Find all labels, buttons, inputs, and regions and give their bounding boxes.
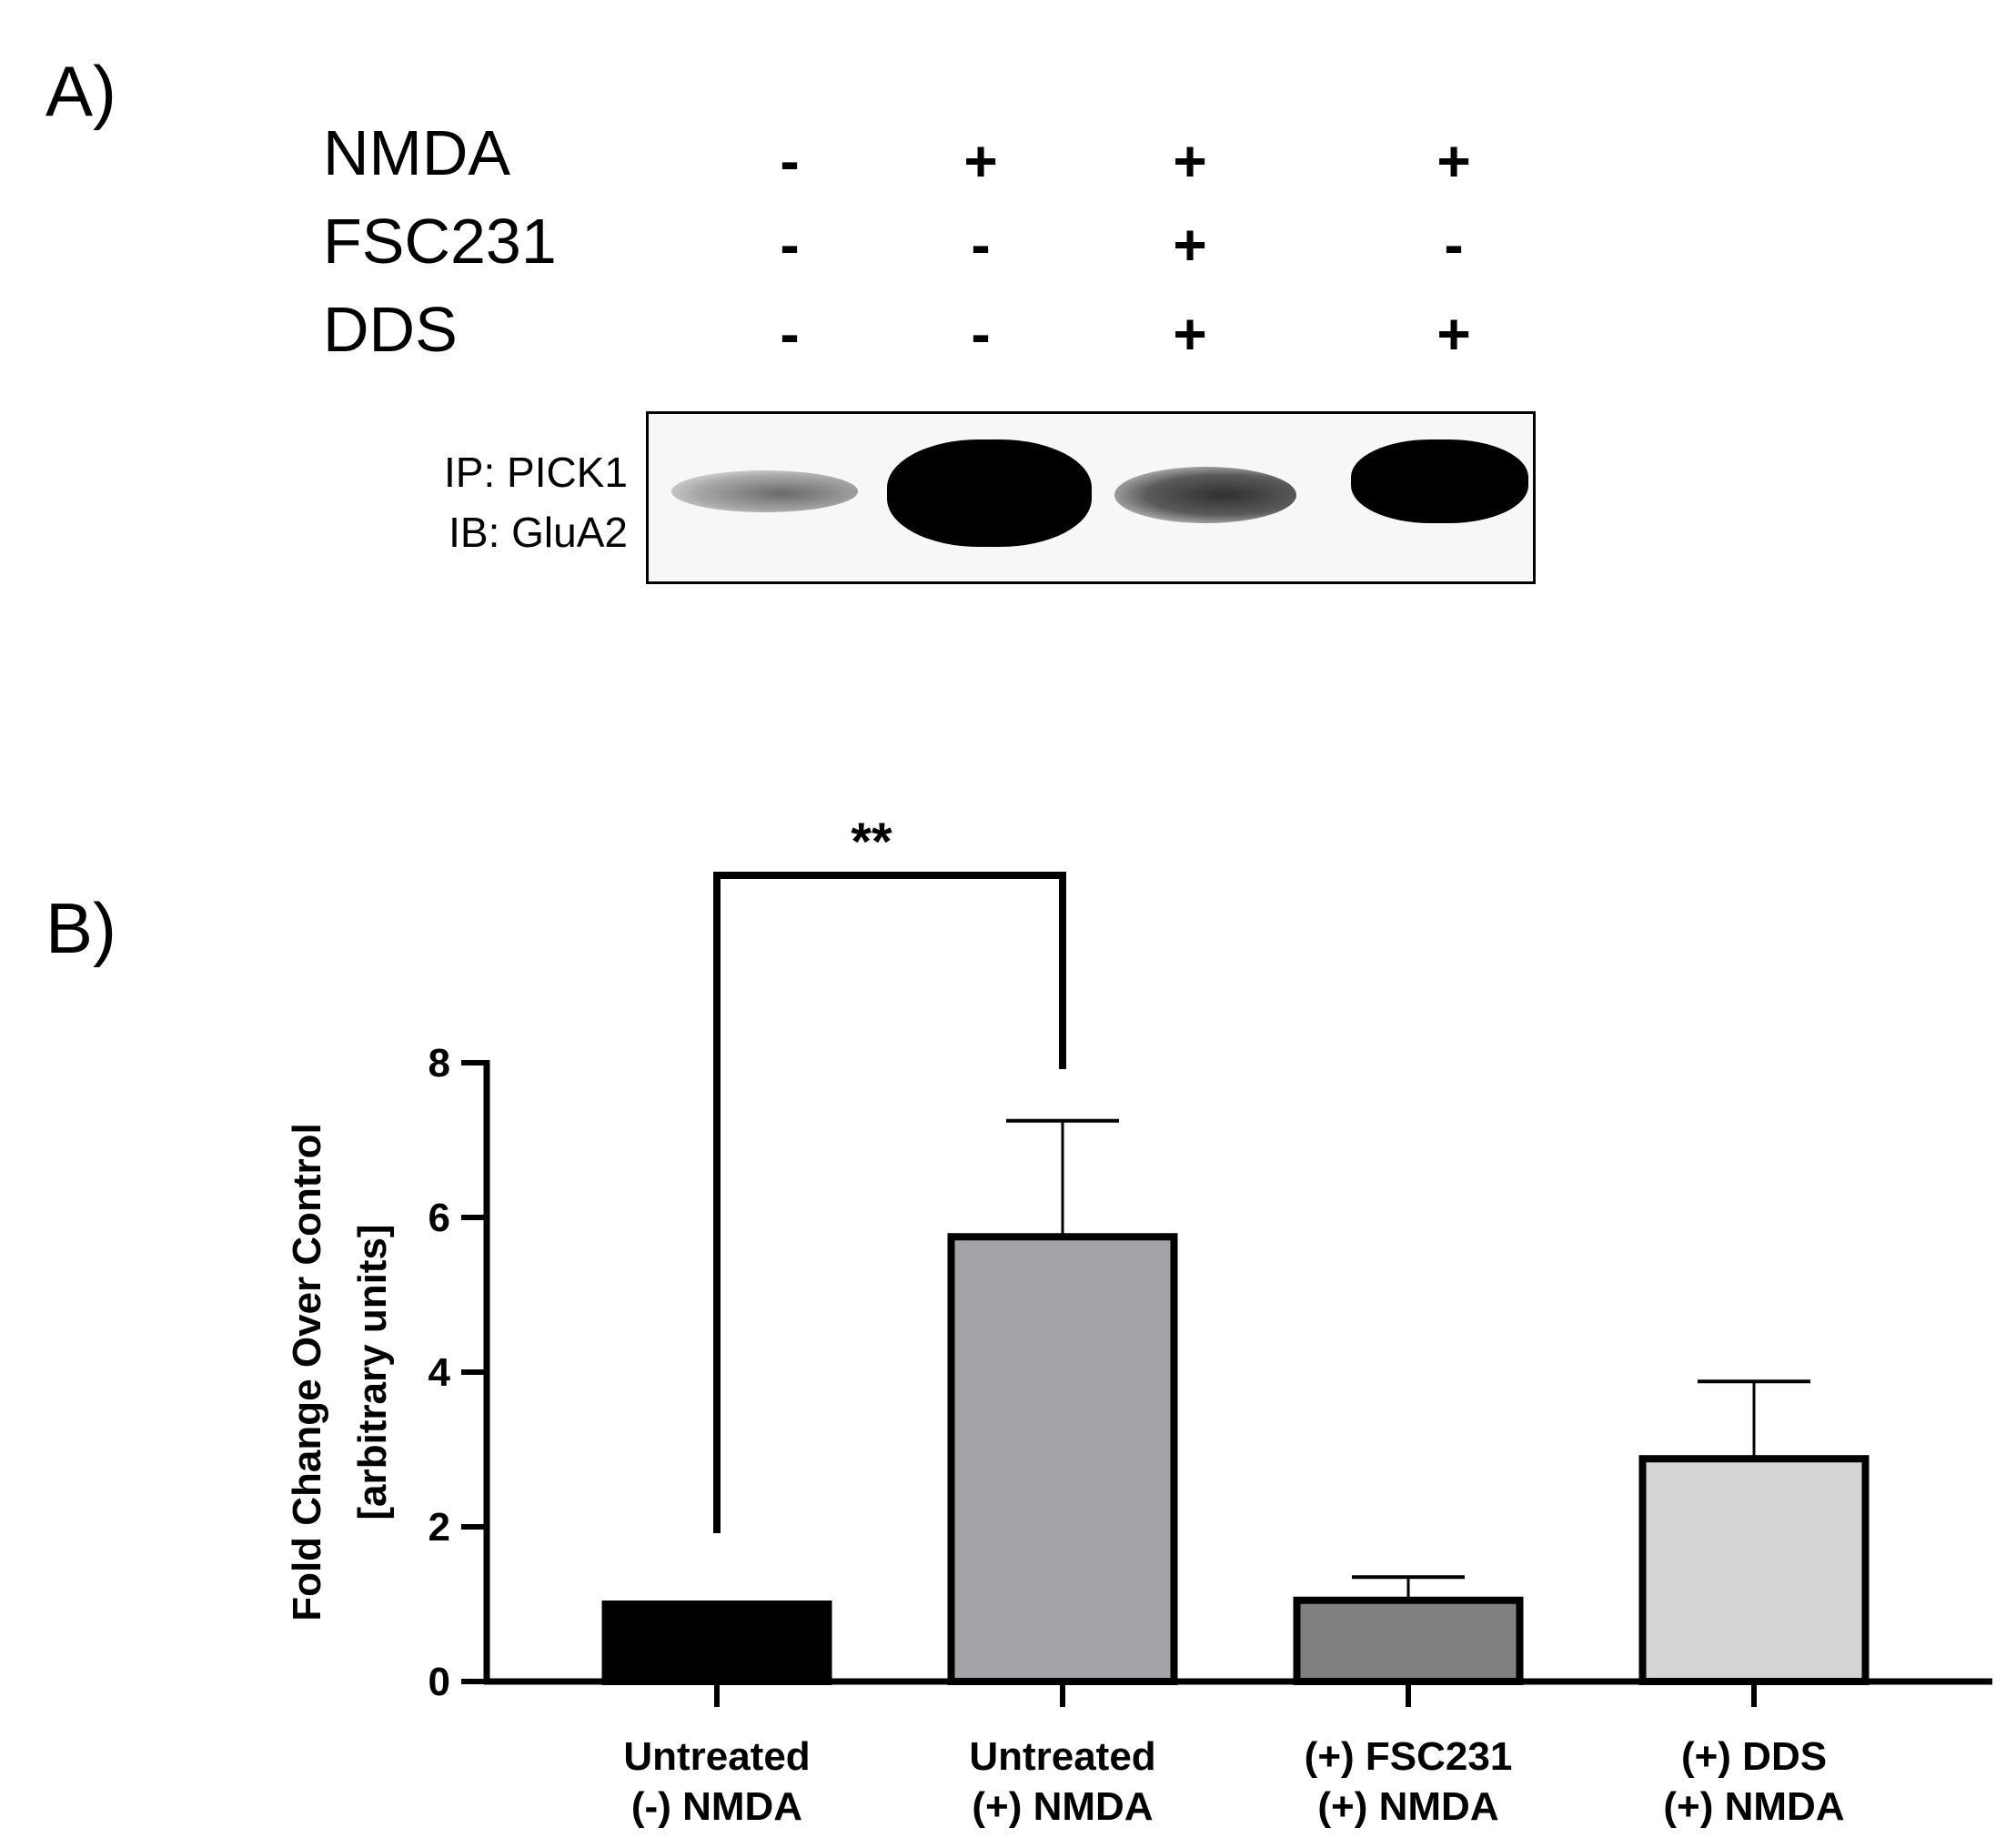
significance-label: ** — [851, 813, 892, 872]
sign-fsc231-2: - — [971, 212, 991, 278]
sign-dds-2: - — [971, 301, 991, 367]
panel-a-label: A) — [45, 51, 116, 131]
x-tick-label-3-1: (+) NMDA — [1663, 1784, 1844, 1829]
condition-label-fsc231: FSC231 — [323, 206, 557, 277]
x-tick-label-0-0: Untreated — [623, 1734, 810, 1779]
blot-label-ib: IB: GluA2 — [449, 509, 628, 556]
western-blot-image — [646, 411, 1536, 584]
blot-band-2 — [887, 439, 1092, 547]
sign-nmda-4: + — [1436, 128, 1471, 194]
bar-1 — [601, 1601, 832, 1685]
significance-bracket — [713, 872, 1066, 1533]
y-tick-label-4: 8 — [428, 1041, 450, 1086]
blot-label-ip: IP: PICK1 — [444, 449, 628, 496]
bar-2 — [947, 1233, 1178, 1685]
x-tick-label-3-0: (+) DDS — [1681, 1734, 1827, 1779]
y-tick-label-1: 2 — [428, 1505, 450, 1550]
y-tick-label-2: 4 — [428, 1350, 451, 1395]
sign-dds-4: + — [1436, 301, 1471, 367]
x-tick-label-1-1: (+) NMDA — [972, 1784, 1153, 1829]
sign-dds-3: + — [1173, 301, 1207, 367]
x-tick-label-0-1: (-) NMDA — [631, 1784, 802, 1829]
blot-band-3 — [1114, 467, 1296, 523]
y-tick-label-3: 6 — [428, 1196, 450, 1240]
condition-label-dds: DDS — [323, 294, 458, 365]
y-axis-label-1: [arbitrary units] — [350, 1224, 395, 1520]
x-tick-label-2-0: (+) FSC231 — [1305, 1734, 1513, 1779]
sign-nmda-1: - — [780, 128, 800, 194]
sign-fsc231-1: - — [780, 212, 800, 278]
sign-fsc231-3: + — [1173, 212, 1207, 278]
sign-nmda-2: + — [963, 128, 998, 194]
condition-label-nmda: NMDA — [323, 117, 511, 188]
sign-dds-1: - — [780, 301, 800, 367]
x-tick-label-2-1: (+) NMDA — [1317, 1784, 1498, 1829]
y-axis-label-0: Fold Change Over Control — [285, 1123, 329, 1621]
bar-3 — [1293, 1596, 1524, 1685]
blot-band-4 — [1351, 439, 1528, 523]
blot-band-1 — [671, 470, 858, 512]
y-tick-label-0: 0 — [428, 1660, 450, 1704]
sign-nmda-3: + — [1173, 128, 1207, 194]
x-tick-label-1-0: Untreated — [969, 1734, 1155, 1779]
sign-fsc231-4: - — [1444, 212, 1464, 278]
bar-4 — [1638, 1455, 1870, 1685]
panel-b-label: B) — [45, 888, 116, 968]
